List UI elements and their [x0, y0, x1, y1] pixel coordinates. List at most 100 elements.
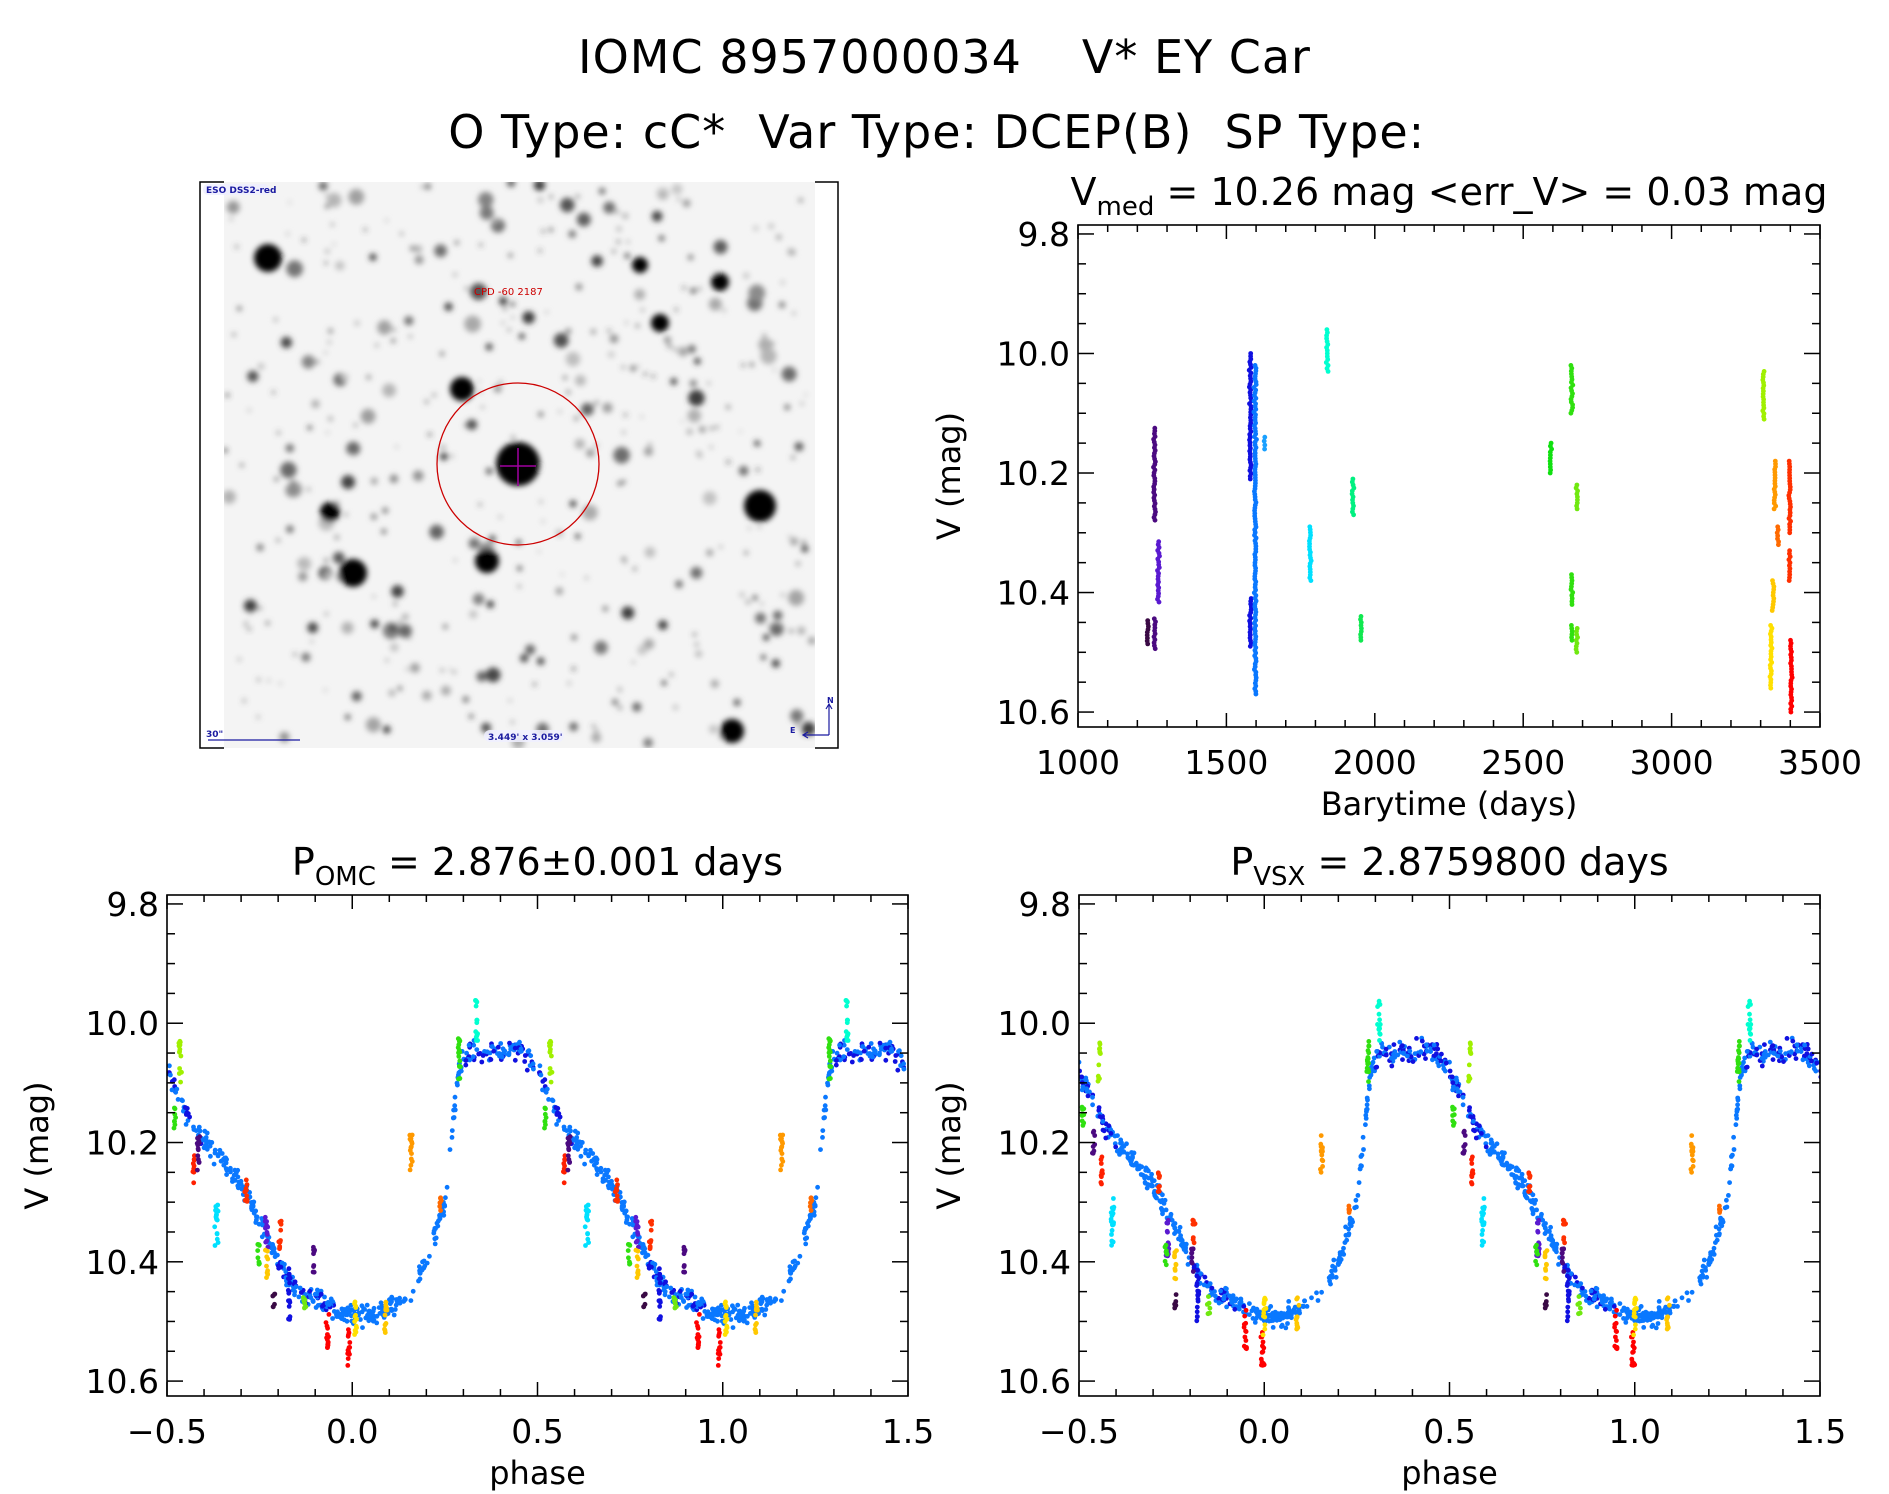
target-aperture-circle	[436, 382, 600, 546]
title-rest: = 2.876±0.001 days	[376, 840, 783, 884]
star	[781, 366, 797, 382]
star	[328, 328, 333, 334]
data-point	[1443, 1060, 1449, 1066]
data-point	[668, 1285, 674, 1291]
star	[454, 240, 459, 245]
data-point	[1162, 1197, 1168, 1203]
data-point	[1726, 1193, 1731, 1198]
data-point	[1724, 1197, 1729, 1203]
data-point	[1744, 1049, 1750, 1054]
data-point	[382, 1326, 387, 1332]
data-point	[615, 1197, 620, 1203]
data-point	[1729, 1163, 1735, 1169]
data-point	[1485, 1133, 1491, 1138]
data-point	[1630, 1350, 1635, 1355]
data-point	[214, 1207, 220, 1213]
data-point	[1578, 1281, 1584, 1286]
data-point	[1565, 1288, 1571, 1294]
east-label: E	[790, 726, 795, 735]
data-point	[1331, 1257, 1337, 1263]
star	[408, 636, 412, 640]
data-point	[1747, 1017, 1753, 1023]
data-point	[586, 1152, 592, 1157]
data-point	[1714, 1237, 1720, 1243]
data-point	[633, 1239, 639, 1245]
data-point	[1145, 1182, 1151, 1188]
data-point	[1576, 1294, 1582, 1299]
star	[369, 253, 377, 261]
data-point	[1098, 1161, 1104, 1166]
data-point	[753, 1303, 759, 1308]
data-point	[1663, 1304, 1669, 1310]
data-point	[501, 1050, 507, 1055]
data-point	[1195, 1288, 1201, 1294]
data-point	[1659, 1315, 1665, 1321]
data-point	[1568, 410, 1574, 416]
data-point	[1095, 1078, 1101, 1084]
data-point	[1259, 1350, 1265, 1355]
data-point	[1451, 1112, 1457, 1118]
data-point	[1431, 1042, 1437, 1048]
data-point	[542, 1111, 548, 1117]
survey-label-bg	[203, 184, 269, 195]
data-point	[1266, 1313, 1272, 1318]
data-point	[1400, 1057, 1405, 1062]
data-point	[1374, 1049, 1380, 1054]
x-tick-label: 0.5	[511, 1412, 563, 1451]
data-point	[1546, 1236, 1552, 1242]
bright-star	[651, 314, 669, 332]
data-point	[834, 1058, 839, 1063]
data-point	[476, 1051, 482, 1057]
data-point	[565, 1167, 571, 1173]
data-point	[1262, 442, 1268, 448]
data-point	[1097, 1114, 1103, 1119]
data-point	[543, 1122, 548, 1128]
data-point	[1198, 1271, 1203, 1276]
data-point	[1617, 1301, 1623, 1306]
data-point	[1542, 1254, 1548, 1260]
scale-bar-label: 30"	[206, 730, 223, 740]
star	[565, 351, 581, 367]
data-point	[757, 1297, 763, 1303]
data-point	[1423, 1056, 1428, 1061]
star	[643, 737, 653, 748]
data-point	[387, 1297, 392, 1303]
data-point	[1397, 1039, 1403, 1045]
star	[525, 644, 536, 655]
data-point	[547, 1066, 553, 1071]
star	[651, 374, 655, 378]
star	[353, 423, 358, 427]
data-point	[180, 1098, 185, 1104]
data-point	[342, 1307, 348, 1312]
star	[351, 691, 362, 702]
data-point	[1559, 1259, 1565, 1265]
star	[693, 632, 697, 637]
star	[325, 249, 330, 254]
data-point	[1623, 1320, 1629, 1325]
star	[340, 373, 349, 382]
chart-title: Vmed = 10.26 mag <err_V> = 0.03 mag	[1071, 170, 1828, 222]
data-point	[1190, 1269, 1196, 1274]
data-point	[432, 1241, 438, 1247]
data-point	[1631, 1310, 1637, 1316]
data-point	[717, 1340, 723, 1345]
star	[272, 390, 275, 394]
data-point	[1472, 1128, 1478, 1134]
data-point	[293, 1284, 299, 1290]
data-point	[780, 1141, 785, 1146]
star	[479, 243, 483, 247]
data-point	[279, 1260, 285, 1266]
star	[301, 355, 316, 369]
data-point	[1481, 1196, 1487, 1201]
data-point	[1436, 1063, 1442, 1069]
data-point	[823, 1107, 829, 1113]
data-point	[1736, 1048, 1741, 1053]
data-point	[626, 1255, 631, 1261]
data-point	[808, 1208, 814, 1213]
data-point	[1260, 1339, 1266, 1345]
data-point	[579, 1140, 585, 1145]
data-point	[1706, 1257, 1712, 1263]
data-point	[861, 1048, 867, 1054]
star	[753, 225, 759, 231]
data-point	[1566, 1296, 1571, 1302]
